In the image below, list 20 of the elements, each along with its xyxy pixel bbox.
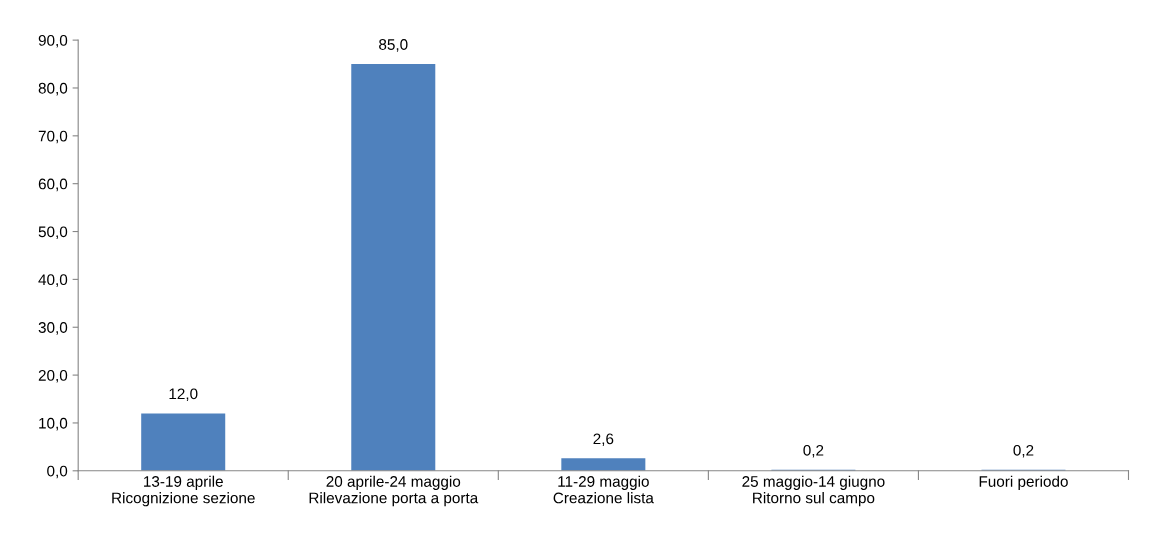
data-label: 12,0 [169, 388, 198, 402]
y-tick-label: 50,0 [38, 226, 68, 240]
x-tick-label: 20 aprile-24 maggio Rilevazione porta a porta [309, 475, 479, 507]
y-tick-label: 0,0 [47, 465, 68, 479]
y-tick-label: 30,0 [38, 322, 68, 335]
y-tick-label: 10,0 [39, 417, 68, 431]
x-tick-label: 25 maggio-14 giugno Ritorno sul campo [742, 475, 885, 507]
x-tick-label: Fuori periodo [979, 475, 1068, 490]
y-tick-label: 70,0 [38, 130, 68, 144]
y-tick-label: 60,0 [38, 178, 68, 192]
data-label: 2,6 [593, 433, 614, 447]
data-label: 0,2 [1013, 444, 1034, 458]
y-tick-label: 40,0 [38, 274, 68, 287]
y-tick-label: 90,0 [38, 34, 68, 48]
x-tick-label: 11-29 maggio Creazione lista [553, 475, 654, 504]
y-tick-label: 20,0 [38, 369, 68, 383]
x-tick-label: 13-19 aprile Ricognizione sezione [112, 475, 255, 507]
y-tick-label: 80,0 [38, 82, 68, 96]
data-label: 85,0 [379, 39, 408, 52]
data-label: 0,2 [803, 444, 824, 458]
